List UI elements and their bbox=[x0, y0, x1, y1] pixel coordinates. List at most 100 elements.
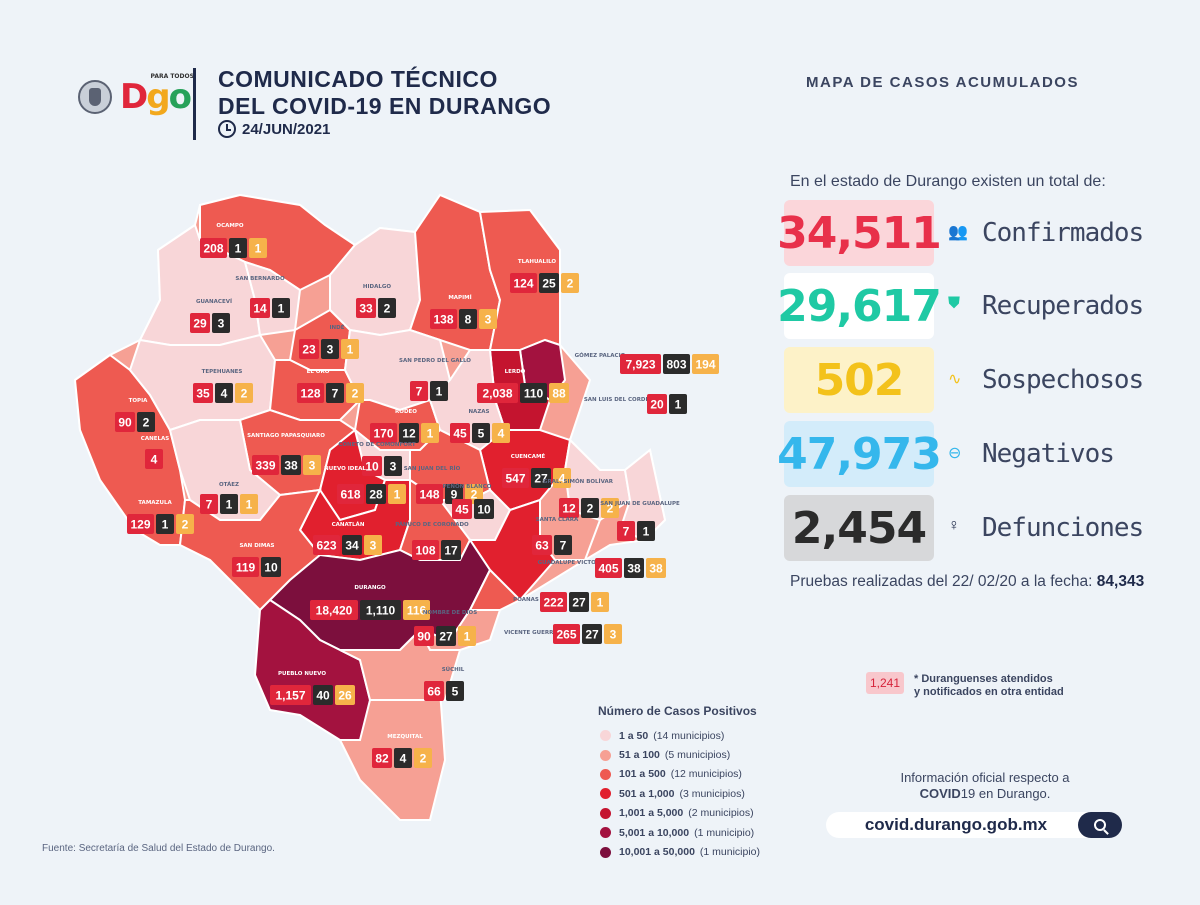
legend-count: (2 municipios) bbox=[688, 807, 754, 820]
deaths-box bbox=[240, 494, 258, 514]
recovered-count: 38 bbox=[627, 562, 641, 576]
confirmed-box bbox=[553, 624, 580, 644]
deaths-box bbox=[549, 383, 569, 403]
confirmed-box bbox=[430, 309, 457, 329]
confirmed-box bbox=[299, 339, 319, 359]
confirmed-box bbox=[414, 626, 434, 646]
municipio-pe-n-blanco: PEÑÓN BLANCO 45 10 bbox=[443, 483, 494, 519]
municipio-name: MAPIMÍ bbox=[448, 293, 471, 301]
municipio-name: PÁNUCO DE CORONADO bbox=[395, 521, 469, 528]
municipio-name: TLAHUALILO bbox=[518, 259, 557, 265]
stat-label-confirmados: Confirmados bbox=[982, 218, 1144, 248]
website-url-bar[interactable]: covid.durango.gob.mx bbox=[826, 812, 1122, 838]
stat-value-recuperados: 29,617 bbox=[777, 273, 942, 339]
recovered-count: 1 bbox=[235, 242, 242, 256]
deaths-box bbox=[492, 423, 510, 443]
municipio-name: SAN JUAN DEL RÍO bbox=[404, 464, 461, 472]
municipio-name: DURANGO bbox=[354, 585, 386, 591]
recovered-count: 1 bbox=[643, 525, 650, 539]
legend-item: 51 a 100 (5 municipios) bbox=[600, 745, 760, 764]
municipio-name: SAN JUAN DE GUADALUPE bbox=[600, 501, 680, 507]
search-button[interactable] bbox=[1078, 812, 1122, 838]
legend-range: 51 a 100 bbox=[619, 749, 660, 762]
recovered-box bbox=[156, 514, 174, 534]
deaths-box bbox=[591, 592, 609, 612]
confirmed-box bbox=[127, 514, 154, 534]
confirmed-box bbox=[477, 383, 518, 403]
minus-circle-icon: ⊖ bbox=[948, 445, 962, 462]
recovered-box bbox=[137, 412, 155, 432]
legend-range: 5,001 a 10,000 bbox=[619, 826, 690, 839]
recovered-box bbox=[281, 455, 301, 475]
confirmed-count: 7,923 bbox=[625, 358, 655, 372]
deaths-box bbox=[176, 514, 194, 534]
deaths-count: 1 bbox=[427, 427, 434, 441]
legend-swatch bbox=[600, 749, 611, 761]
municipio-name: RODEO bbox=[395, 409, 417, 415]
legend-swatch bbox=[600, 827, 611, 839]
confirmed-count: 23 bbox=[302, 343, 316, 357]
recovered-box bbox=[321, 339, 339, 359]
confirmed-count: 45 bbox=[453, 427, 467, 441]
municipio-name: SÚCHIL bbox=[442, 666, 465, 673]
clock-icon bbox=[218, 120, 236, 138]
municipio-cuencam-: CUENCAMÉ 547 27 4 bbox=[502, 452, 571, 488]
municipio-name: CANATLÁN bbox=[332, 521, 365, 528]
confirmed-count: 7 bbox=[416, 385, 423, 399]
municipio-name: SAN DIMAS bbox=[239, 543, 274, 549]
confirmed-box bbox=[647, 394, 667, 414]
deaths-box bbox=[601, 498, 619, 518]
recovered-count: 10 bbox=[477, 503, 491, 517]
recovered-count: 1 bbox=[675, 398, 682, 412]
legend-item: 501 a 1,000 (3 municipios) bbox=[600, 784, 760, 803]
municipio-p-nuco-de-coronado: PÁNUCO DE CORONADO 108 17 bbox=[395, 521, 469, 560]
recovered-box bbox=[384, 456, 402, 476]
recovered-count: 27 bbox=[439, 630, 453, 644]
legend-count: (12 municipios) bbox=[670, 768, 742, 781]
confirmed-count: 90 bbox=[118, 416, 132, 430]
legend-item: 1 a 50 (14 municipios) bbox=[600, 726, 760, 745]
confirmed-box bbox=[416, 484, 443, 504]
confirmed-box bbox=[372, 748, 392, 768]
confirmed-count: 108 bbox=[415, 544, 435, 558]
confirmed-count: 12 bbox=[562, 502, 576, 516]
confirmed-count: 7 bbox=[206, 498, 213, 512]
municipio-guanacev-: GUANACEVÍ 29 3 bbox=[190, 297, 232, 333]
deaths-count: 3 bbox=[610, 628, 617, 642]
deaths-count: 2 bbox=[471, 488, 478, 502]
municipio-san-bernardo: SAN BERNARDO 14 1 bbox=[235, 276, 290, 318]
deaths-count: 3 bbox=[309, 459, 316, 473]
recovered-count: 1 bbox=[226, 498, 233, 512]
municipio-name: PUEBLO NUEVO bbox=[278, 671, 326, 677]
deaths-box bbox=[692, 354, 719, 374]
confirmed-box bbox=[620, 354, 661, 374]
recovered-count: 3 bbox=[218, 317, 225, 331]
deaths-count: 1 bbox=[394, 488, 401, 502]
deaths-box bbox=[341, 339, 359, 359]
deaths-count: 1 bbox=[464, 630, 471, 644]
legend-range: 101 a 500 bbox=[619, 768, 666, 781]
recovered-count: 38 bbox=[284, 459, 298, 473]
confirmed-count: 10 bbox=[365, 460, 379, 474]
municipio-mapim-: MAPIMÍ 138 8 3 bbox=[430, 293, 497, 329]
confirmed-count: 128 bbox=[300, 387, 320, 401]
website-url[interactable]: covid.durango.gob.mx bbox=[864, 815, 1048, 834]
deaths-count: 116 bbox=[407, 604, 427, 618]
municipio-el-oro: EL ORO 128 7 2 bbox=[297, 369, 364, 403]
confirmed-box bbox=[424, 681, 444, 701]
confirmed-count: 138 bbox=[433, 313, 453, 327]
deaths-count: 2 bbox=[182, 518, 189, 532]
legend-item: 101 a 500 (12 municipios) bbox=[600, 765, 760, 784]
municipio-name: GUANACEVÍ bbox=[196, 297, 232, 305]
confirmed-count: 33 bbox=[359, 302, 373, 316]
municipio-name: SAN PEDRO DEL GALLO bbox=[399, 358, 471, 364]
stat-value-negativos: 47,973 bbox=[777, 421, 942, 487]
recovered-box bbox=[581, 498, 599, 518]
municipio-name: OCAMPO bbox=[216, 223, 243, 229]
recovered-count: 1 bbox=[162, 518, 169, 532]
recovered-box bbox=[582, 624, 602, 644]
municipio-canatl-n: CANATLÁN 623 34 3 bbox=[313, 521, 382, 555]
dgo-logo: PARA TODOS Dgo bbox=[120, 73, 194, 117]
recovered-box bbox=[229, 238, 247, 258]
